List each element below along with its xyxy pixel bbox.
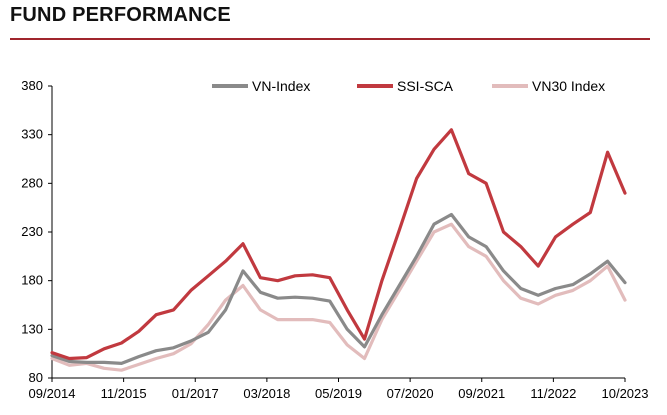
y-tick-label: 130	[21, 321, 43, 336]
legend-label: SSI-SCA	[397, 78, 454, 94]
x-tick-label: 05/2019	[315, 386, 362, 401]
x-tick-label: 11/2015	[101, 386, 147, 401]
series-lines	[50, 128, 627, 372]
series-line-vn-index	[50, 212, 627, 365]
page-title: FUND PERFORMANCE	[10, 4, 231, 26]
series-line-ssi-sca	[50, 128, 627, 361]
x-axis-ticks: 09/2014 11/2015 01/2017 03/2018 05/2019 07/20…	[29, 378, 649, 401]
x-tick-label: 07/2020	[387, 386, 434, 401]
legend-label: VN30 Index	[532, 78, 605, 94]
y-tick-label: 330	[21, 127, 43, 142]
y-axis-ticks: 80 130 180 230 280 330 380	[21, 78, 52, 385]
x-tick-label: 11/2022	[530, 386, 576, 401]
chart-legend: VN-Index SSI-SCA VN30 Index	[212, 78, 605, 94]
x-tick-label: 09/2021	[458, 386, 505, 401]
legend-label: VN-Index	[252, 78, 310, 94]
y-tick-label: 80	[29, 370, 43, 385]
y-tick-label: 230	[21, 224, 43, 239]
y-tick-label: 180	[21, 273, 43, 288]
x-tick-label: 03/2018	[243, 386, 290, 401]
x-tick-label: 10/2023	[602, 386, 649, 401]
y-tick-label: 380	[21, 78, 43, 93]
y-tick-label: 280	[21, 175, 43, 190]
title-divider	[10, 38, 650, 40]
x-tick-label: 01/2017	[172, 386, 219, 401]
series-line-vn30-index	[50, 222, 627, 372]
x-tick-label: 09/2014	[29, 386, 76, 401]
